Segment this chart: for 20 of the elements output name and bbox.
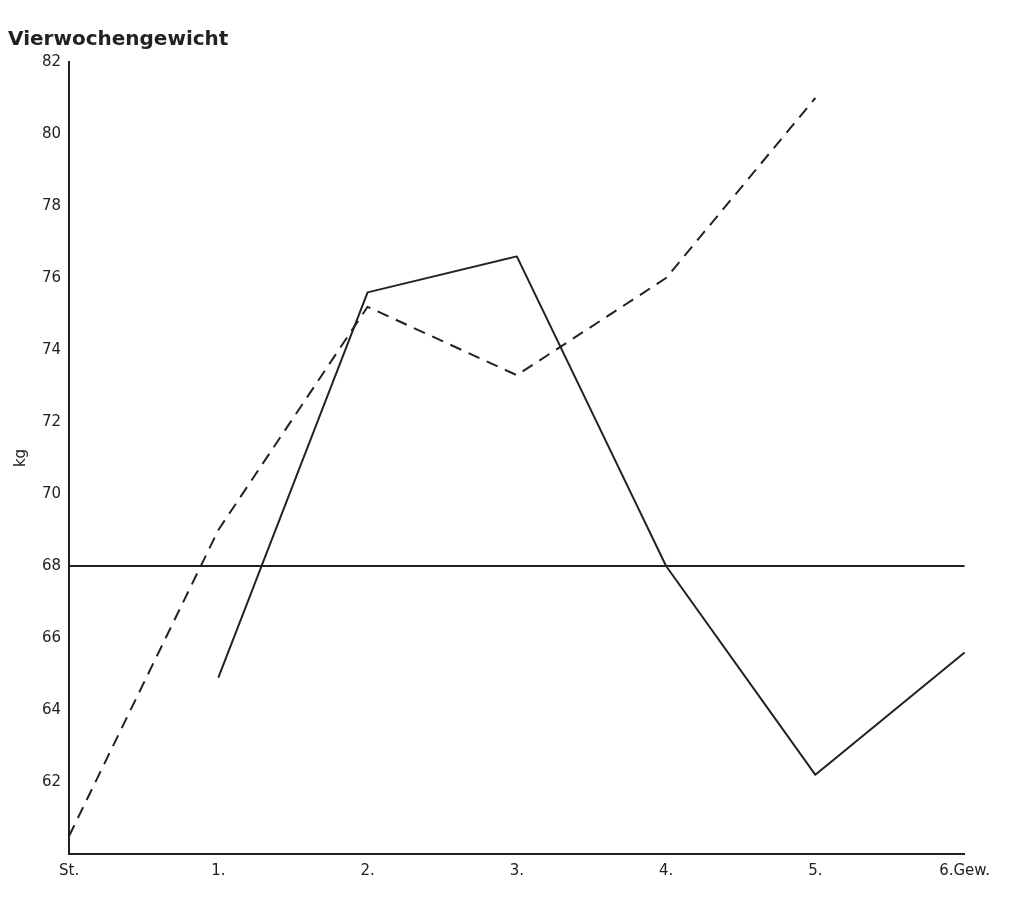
y-tick-label: 64 xyxy=(41,699,62,718)
y-tick-label: 72 xyxy=(41,411,62,430)
x-tick-label: 2. xyxy=(360,860,375,879)
y-tick-label: 62 xyxy=(41,771,62,790)
x-tick-label: 6.Gew. xyxy=(939,860,990,879)
y-axis-title: kg xyxy=(10,448,29,468)
x-tick-label: 1. xyxy=(211,860,226,879)
y-tick-label: 82 xyxy=(41,51,62,70)
x-tick-label: St. xyxy=(59,860,80,879)
y-tick-label: 80 xyxy=(41,123,62,142)
y-tick-label: 68 xyxy=(41,555,62,574)
y-tick-label: 76 xyxy=(41,267,62,286)
y-tick-label: 74 xyxy=(41,339,62,358)
x-tick-label: 3. xyxy=(509,860,524,879)
chart-title: Vierwochengewicht xyxy=(8,26,229,51)
y-tick-label: 70 xyxy=(41,483,62,502)
y-tick-label: 66 xyxy=(41,627,62,646)
y-tick-label: 78 xyxy=(41,195,62,214)
x-tick-label: 5. xyxy=(808,860,823,879)
x-tick-label: 4. xyxy=(658,860,674,879)
